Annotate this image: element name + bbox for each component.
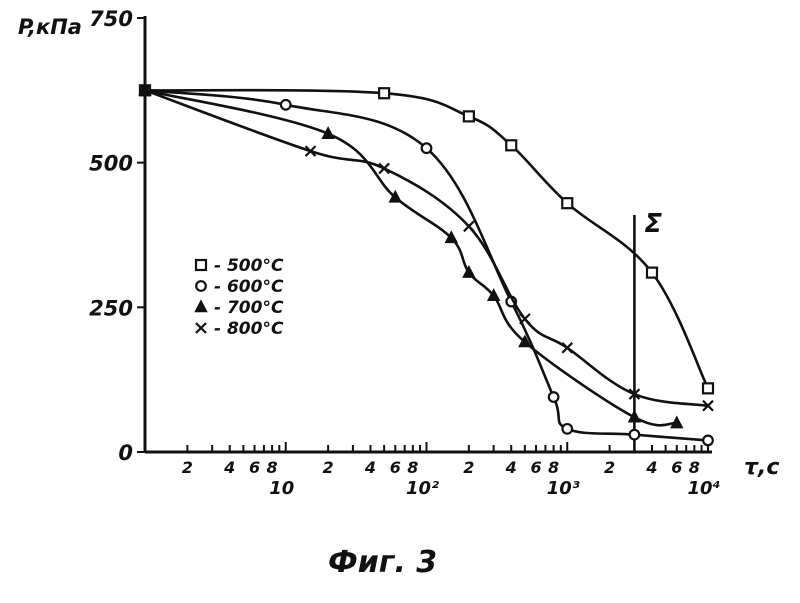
legend-marker-500C — [196, 260, 206, 270]
x-tick-label: 4 — [505, 458, 517, 477]
x-tick-label: 2 — [323, 458, 334, 477]
x-decade-label: 10 — [269, 478, 294, 499]
figure-caption: Фиг. 3 — [328, 545, 437, 580]
x-decade-label: 10⁴ — [688, 478, 721, 499]
x-tick-label: 2 — [182, 458, 193, 477]
data-point-500C — [464, 111, 474, 121]
legend-label-600C: - 600°C — [214, 277, 284, 297]
legend-marker-700C — [196, 301, 207, 312]
legend-label-800C: - 800°C — [214, 319, 284, 339]
y-tick-label: 250 — [89, 296, 133, 320]
x-tick-label: 4 — [645, 458, 657, 477]
sigma-marker-label: Σ — [644, 209, 662, 239]
data-point-600C — [422, 143, 432, 153]
x-tick-label: 8 — [548, 458, 559, 477]
x-tick-label: 8 — [267, 458, 278, 477]
x-decade-label: 10³ — [547, 478, 580, 499]
data-point-600C — [549, 392, 559, 402]
legend-label-500C: - 500°C — [214, 256, 284, 276]
legend: - 500°C- 600°C- 700°C- 800°C — [196, 256, 284, 339]
data-point-800C — [464, 221, 474, 231]
y-tick-label: 750 — [89, 7, 133, 31]
y-axis-label: P,кПа — [18, 15, 82, 39]
legend-marker-800C — [196, 323, 206, 333]
x-tick-label: 6 — [671, 458, 682, 477]
series-line-800C — [145, 90, 708, 405]
data-point-600C — [630, 430, 640, 440]
data-point-800C — [379, 163, 389, 173]
x-tick-label: 2 — [604, 458, 615, 477]
legend-marker-600C — [196, 281, 206, 291]
y-tick-label: 500 — [89, 152, 133, 176]
data-point-600C — [703, 436, 713, 446]
x-tick-label: 4 — [364, 458, 376, 477]
y-ticks: 0 250 500 750 — [89, 7, 145, 465]
x-axis-label: τ,c — [744, 455, 779, 480]
data-point-800C — [562, 343, 572, 353]
data-point-600C — [562, 424, 572, 434]
legend-label-700C: - 700°C — [214, 298, 284, 318]
x-tick-label: 8 — [407, 458, 418, 477]
series-line-500C — [145, 90, 708, 388]
data-point-500C — [703, 383, 713, 393]
x-decade-label: 10² — [406, 478, 439, 499]
data-point-500C — [562, 198, 572, 208]
x-tick-label: 6 — [530, 458, 541, 477]
x-tick-label: 6 — [390, 458, 401, 477]
x-tick-label: 2 — [463, 458, 474, 477]
data-point-600C — [281, 100, 291, 110]
x-tick-label: 8 — [689, 458, 700, 477]
data-point-500C — [379, 88, 389, 98]
data-point-800C — [520, 314, 530, 324]
data-point-500C — [647, 268, 657, 278]
data-point-500C — [506, 140, 516, 150]
x-tick-label: 4 — [223, 458, 235, 477]
y-tick-label: 0 — [118, 441, 133, 465]
x-tick-label: 6 — [249, 458, 260, 477]
